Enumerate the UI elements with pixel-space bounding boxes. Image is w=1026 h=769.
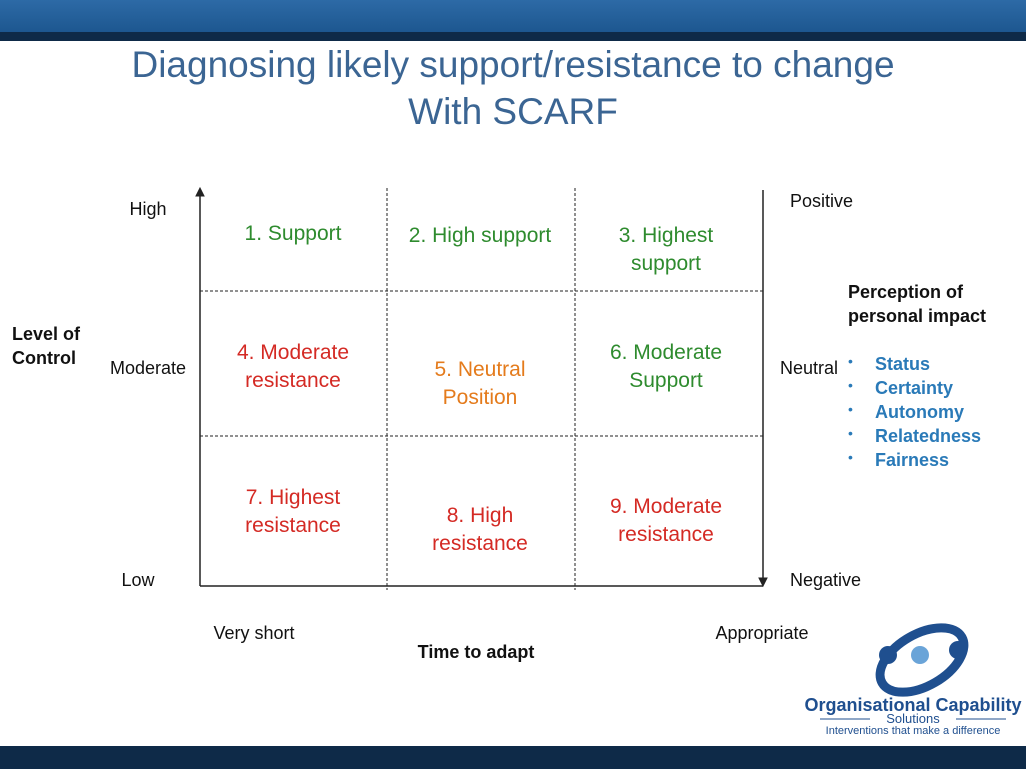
cell-line: 8. High	[447, 504, 514, 527]
y-axis-label: Control	[12, 348, 76, 368]
bottom-bar	[0, 746, 1026, 769]
x-level: Appropriate	[715, 623, 808, 643]
x-level: Very short	[213, 623, 294, 643]
cell-line: resistance	[245, 369, 341, 392]
cell-text: 9. Moderate resistance	[610, 495, 722, 546]
bullet: •	[848, 401, 853, 417]
logo-ring	[875, 623, 969, 697]
bullet: •	[848, 353, 853, 369]
cell-line: 1. Support	[245, 222, 342, 245]
impact-level: Negative	[790, 570, 861, 590]
perception-item: Certainty	[875, 378, 953, 398]
right-arrow	[758, 577, 768, 588]
y-level: High	[129, 199, 166, 219]
perception-item: Autonomy	[875, 402, 964, 422]
impact-level: Neutral	[780, 358, 838, 378]
perception-heading: Perception of	[848, 282, 964, 302]
logo-dot	[879, 646, 897, 664]
logo: Organisational Capability Solutions Inte…	[804, 623, 1022, 737]
cell-text: 6. Moderate Support	[610, 341, 722, 392]
cell-text: 8. High resistance	[432, 504, 528, 555]
cell-text: 5. Neutral Position	[434, 358, 525, 409]
title: Diagnosing likely support/resistance to …	[131, 44, 894, 132]
perception-item: Fairness	[875, 450, 949, 470]
cell-text: 7. Highest resistance	[245, 486, 341, 537]
cell-line: 6. Moderate	[610, 341, 722, 364]
logo-dot	[911, 646, 929, 664]
bullet: •	[848, 377, 853, 393]
cell-line: resistance	[245, 514, 341, 537]
impact-level: Positive	[790, 191, 853, 211]
cell-line: 4. Moderate	[237, 341, 349, 364]
cell-text: 3. Highest support	[619, 224, 714, 275]
y-axis-label: Level of	[12, 324, 81, 344]
cell-line: 2. High support	[409, 224, 552, 247]
cell-text: 1. Support	[245, 222, 342, 245]
title-line: Diagnosing likely support/resistance to …	[131, 44, 894, 85]
cell-line: support	[631, 252, 701, 275]
bullet: •	[848, 449, 853, 465]
cell-line: Support	[629, 369, 703, 392]
cell-text: 4. Moderate resistance	[237, 341, 349, 392]
axis-labels: High Moderate Low Level of Control Very …	[12, 191, 986, 662]
y-level: Moderate	[110, 358, 186, 378]
cell-line: 5. Neutral	[434, 358, 525, 381]
x-axis-label: Time to adapt	[418, 642, 535, 662]
grid	[195, 186, 768, 590]
logo-sub: Solutions	[886, 711, 940, 726]
perception-list: • Status • Certainty • Autonomy • Relatedness • F…	[848, 353, 981, 470]
top-bar	[0, 0, 1026, 32]
y-arrow	[195, 186, 205, 197]
top-bar-dark	[0, 32, 1026, 41]
title-line: With SCARF	[408, 91, 618, 132]
cell-line: 7. Highest	[246, 486, 341, 509]
cell-text: 2. High support	[409, 224, 552, 247]
perception-item: Relatedness	[875, 426, 981, 446]
cell-line: 3. Highest	[619, 224, 714, 247]
cells: 1. Support 2. High support 3. Highest suppo…	[237, 222, 722, 555]
bullet: •	[848, 425, 853, 441]
cell-line: resistance	[432, 532, 528, 555]
cell-line: 9. Moderate	[610, 495, 722, 518]
logo-tagline: Interventions that make a difference	[826, 725, 1001, 737]
y-level: Low	[121, 570, 155, 590]
logo-dot	[949, 641, 967, 659]
logo-name: Organisational Capability	[804, 695, 1021, 715]
perception-heading: personal impact	[848, 306, 986, 326]
cell-line: resistance	[618, 523, 714, 546]
perception-item: Status	[875, 354, 930, 374]
cell-line: Position	[443, 386, 518, 409]
